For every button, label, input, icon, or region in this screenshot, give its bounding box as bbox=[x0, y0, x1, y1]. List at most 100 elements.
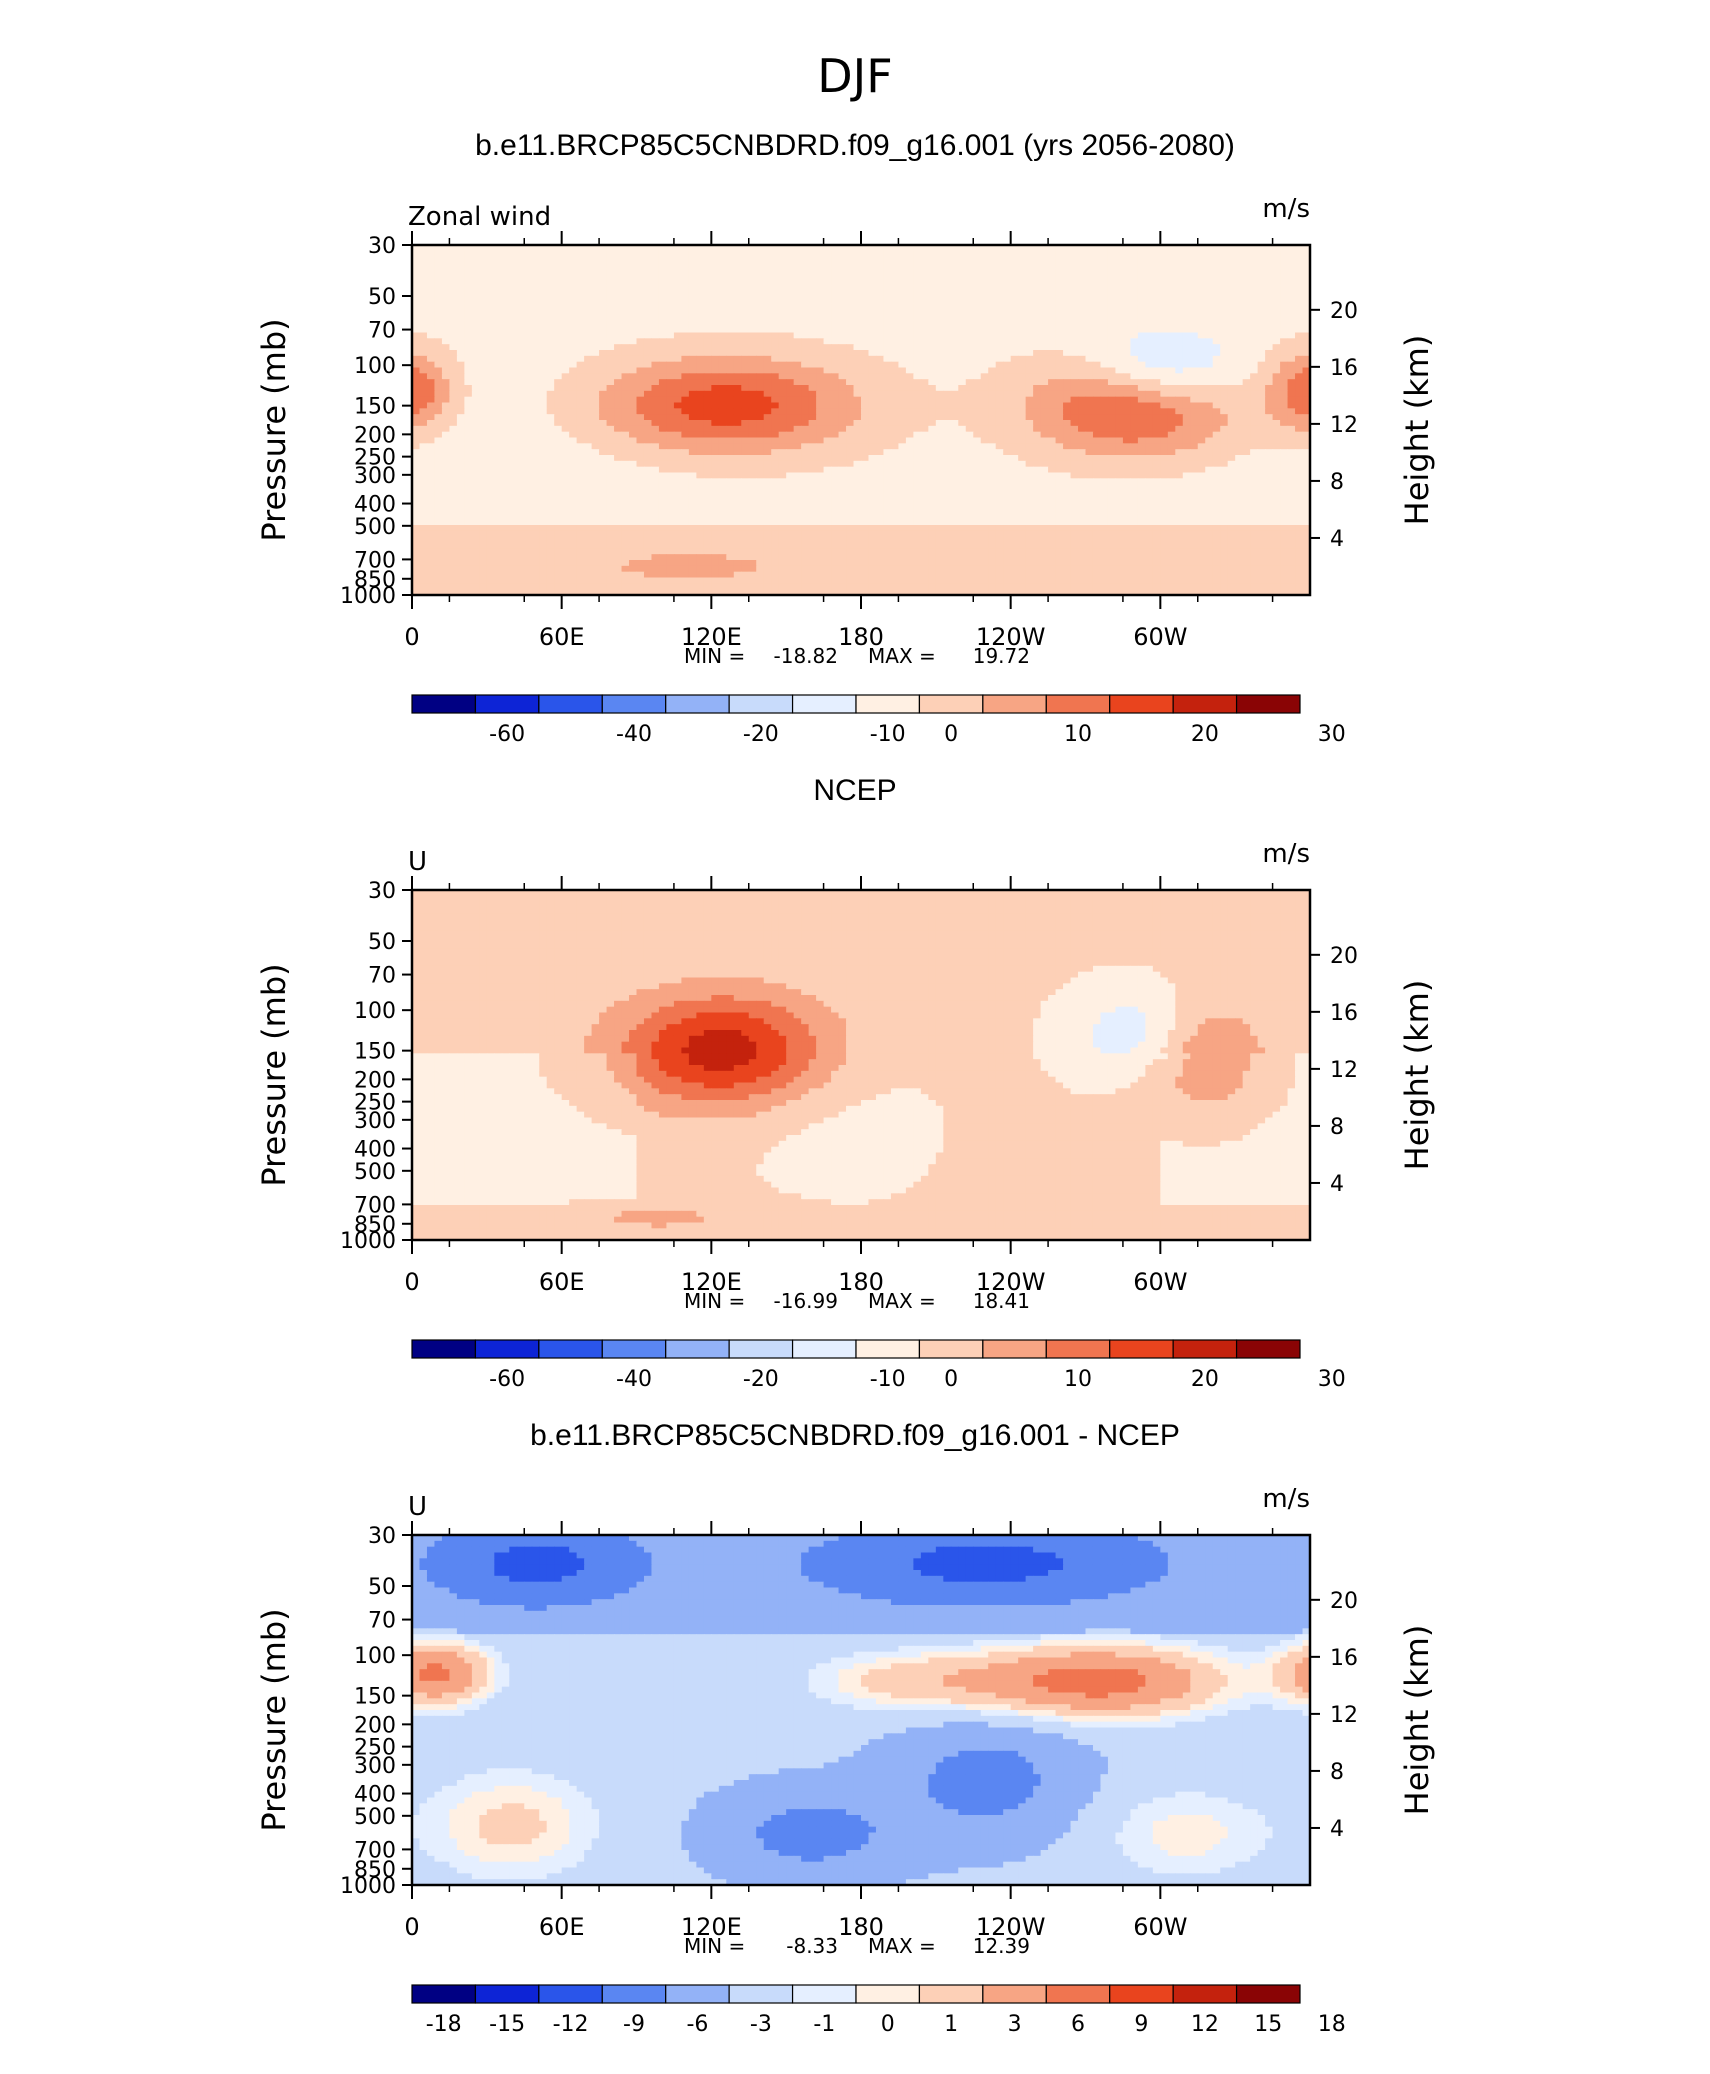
field-cell bbox=[719, 426, 727, 432]
field-cell bbox=[584, 403, 592, 409]
field-cell bbox=[779, 391, 787, 397]
field-cell bbox=[996, 443, 1004, 449]
field-cell bbox=[794, 251, 802, 257]
field-cell bbox=[1295, 321, 1303, 327]
field-cell bbox=[726, 379, 734, 385]
field-cell bbox=[1220, 280, 1228, 286]
field-cell bbox=[569, 403, 577, 409]
field-cell bbox=[1071, 426, 1079, 432]
field-cell bbox=[943, 280, 951, 286]
field-cell bbox=[1033, 280, 1041, 286]
field-cell bbox=[1205, 251, 1213, 257]
field-cell bbox=[1205, 333, 1213, 339]
field-cell bbox=[614, 438, 622, 444]
field-cell bbox=[1220, 315, 1228, 321]
field-cell bbox=[846, 438, 854, 444]
field-cell bbox=[1041, 327, 1049, 333]
field-cell bbox=[644, 438, 652, 444]
field-cell bbox=[1175, 449, 1183, 455]
field-cell bbox=[434, 274, 442, 280]
field-cell bbox=[681, 368, 689, 374]
field-cell bbox=[898, 298, 906, 304]
field-cell bbox=[1003, 449, 1011, 455]
field-cell bbox=[988, 257, 996, 263]
field-cell bbox=[1100, 333, 1108, 339]
field-cell bbox=[554, 449, 562, 455]
field-cell bbox=[898, 408, 906, 414]
field-cell bbox=[764, 321, 772, 327]
field-cell bbox=[442, 286, 450, 292]
field-cell bbox=[794, 274, 802, 280]
field-cell bbox=[906, 327, 914, 333]
field-cell bbox=[1078, 315, 1086, 321]
field-cell bbox=[1145, 292, 1153, 298]
field-cell bbox=[1123, 455, 1131, 461]
field-cell bbox=[562, 350, 570, 356]
field-cell bbox=[824, 461, 832, 467]
field-cell bbox=[719, 298, 727, 304]
field-cell bbox=[1175, 397, 1183, 403]
field-cell bbox=[1213, 373, 1221, 379]
field-cell bbox=[449, 274, 457, 280]
field-cell bbox=[509, 438, 517, 444]
field-cell bbox=[966, 443, 974, 449]
field-cell bbox=[1063, 315, 1071, 321]
field-cell bbox=[719, 414, 727, 420]
field-cell bbox=[951, 274, 959, 280]
field-cell bbox=[651, 333, 659, 339]
field-cell bbox=[1280, 432, 1288, 438]
field-cell bbox=[442, 379, 450, 385]
field-cell bbox=[1138, 385, 1146, 391]
field-cell bbox=[786, 321, 794, 327]
field-cell bbox=[966, 438, 974, 444]
field-cell bbox=[419, 420, 427, 426]
field-cell bbox=[1228, 286, 1236, 292]
field-cell bbox=[472, 403, 480, 409]
field-cell bbox=[906, 414, 914, 420]
field-cell bbox=[666, 391, 674, 397]
field-cell bbox=[614, 379, 622, 385]
field-cell bbox=[973, 333, 981, 339]
field-cell bbox=[1100, 373, 1108, 379]
field-cell bbox=[607, 391, 615, 397]
field-cell bbox=[1190, 251, 1198, 257]
field-cell bbox=[539, 292, 547, 298]
field-cell bbox=[779, 368, 787, 374]
field-cell bbox=[457, 315, 465, 321]
field-cell bbox=[457, 426, 465, 432]
field-cell bbox=[854, 303, 862, 309]
field-cell bbox=[951, 408, 959, 414]
field-cell bbox=[1250, 338, 1258, 344]
field-cell bbox=[1086, 461, 1094, 467]
field-cell bbox=[494, 298, 502, 304]
field-cell bbox=[1153, 251, 1161, 257]
field-cell bbox=[666, 432, 674, 438]
field-cell bbox=[801, 309, 809, 315]
field-cell bbox=[1190, 309, 1198, 315]
field-cell bbox=[1100, 251, 1108, 257]
field-cell bbox=[479, 338, 487, 344]
field-cell bbox=[749, 385, 757, 391]
field-cell bbox=[951, 321, 959, 327]
field-cell bbox=[981, 385, 989, 391]
field-cell bbox=[1026, 350, 1034, 356]
field-cell bbox=[898, 391, 906, 397]
field-cell bbox=[1056, 274, 1064, 280]
field-cell bbox=[524, 362, 532, 368]
field-cell bbox=[494, 484, 502, 490]
field-cell bbox=[614, 414, 622, 420]
field-cell bbox=[659, 449, 667, 455]
field-cell bbox=[996, 373, 1004, 379]
field-cell bbox=[719, 449, 727, 455]
field-cell bbox=[1160, 461, 1168, 467]
field-cell bbox=[839, 478, 847, 484]
field-cell bbox=[644, 403, 652, 409]
field-cell bbox=[547, 478, 555, 484]
field-cell bbox=[1071, 303, 1079, 309]
field-cell bbox=[1071, 333, 1079, 339]
field-cell bbox=[1086, 432, 1094, 438]
field-cell bbox=[1228, 333, 1236, 339]
field-cell bbox=[689, 263, 697, 269]
field-cell bbox=[569, 455, 577, 461]
field-cell bbox=[891, 321, 899, 327]
